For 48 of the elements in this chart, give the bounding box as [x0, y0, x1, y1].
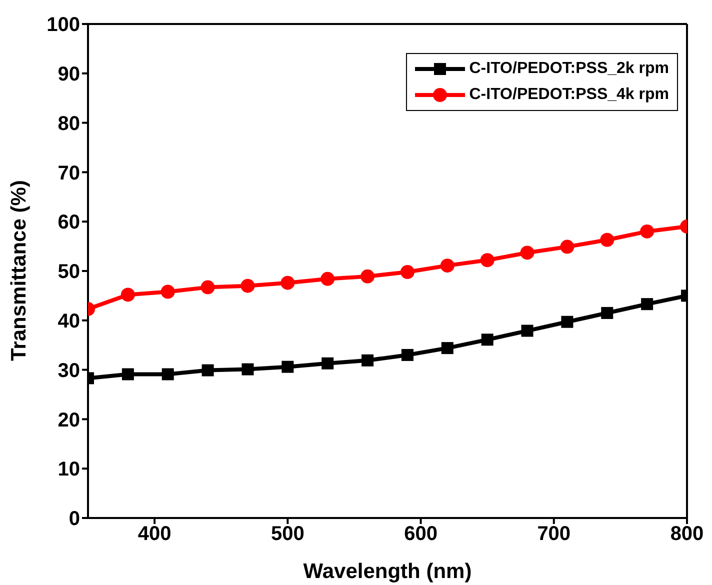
point: [481, 334, 494, 346]
y-tick-label: 70: [58, 162, 80, 184]
point: [520, 246, 534, 260]
x-tick-label: 800: [670, 523, 704, 546]
y-tick-label: 20: [58, 409, 80, 432]
y-tick-label: 10: [58, 458, 80, 481]
y-tick-label: 90: [58, 64, 80, 86]
y-tick-label: 100: [46, 14, 80, 36]
y-tick-label: 30: [58, 360, 80, 382]
y-tick-label: 60: [58, 212, 80, 234]
point: [641, 298, 654, 310]
point: [440, 258, 454, 273]
y-tick-label: 50: [58, 261, 80, 284]
point: [360, 269, 375, 284]
point: [601, 306, 614, 319]
point: [202, 364, 214, 376]
x-tick-label: 700: [537, 523, 571, 546]
point: [640, 224, 654, 238]
point: [322, 357, 334, 370]
point: [561, 316, 574, 328]
legend-label: C-ITO/PEDOT:PSS_2k rpm: [469, 59, 669, 79]
legend-label: C-ITO/PEDOT:PSS_4k rpm: [469, 85, 669, 105]
x-tick-label: 500: [270, 523, 304, 546]
point: [400, 264, 414, 279]
y-tick-label: 80: [58, 112, 80, 135]
point: [280, 276, 295, 290]
point: [120, 288, 135, 302]
y-axis-title: Transmittance (%): [7, 180, 30, 361]
point: [282, 360, 294, 373]
point: [122, 368, 134, 380]
point: [521, 324, 534, 337]
point: [560, 240, 574, 254]
point: [200, 280, 215, 294]
x-tick-label: 400: [138, 523, 172, 546]
point: [401, 348, 414, 361]
y-tick-label: 40: [58, 310, 80, 332]
point: [480, 253, 494, 268]
point: [441, 342, 454, 354]
point: [240, 278, 255, 293]
point: [160, 284, 175, 299]
point: [162, 368, 174, 380]
x-axis-title: Wavelength (nm): [303, 560, 472, 583]
point: [242, 363, 254, 376]
x-tick-label: 600: [404, 523, 438, 546]
point: [600, 232, 614, 247]
point: [362, 354, 374, 366]
point: [320, 272, 335, 286]
y-tick-label: 0: [68, 508, 80, 530]
